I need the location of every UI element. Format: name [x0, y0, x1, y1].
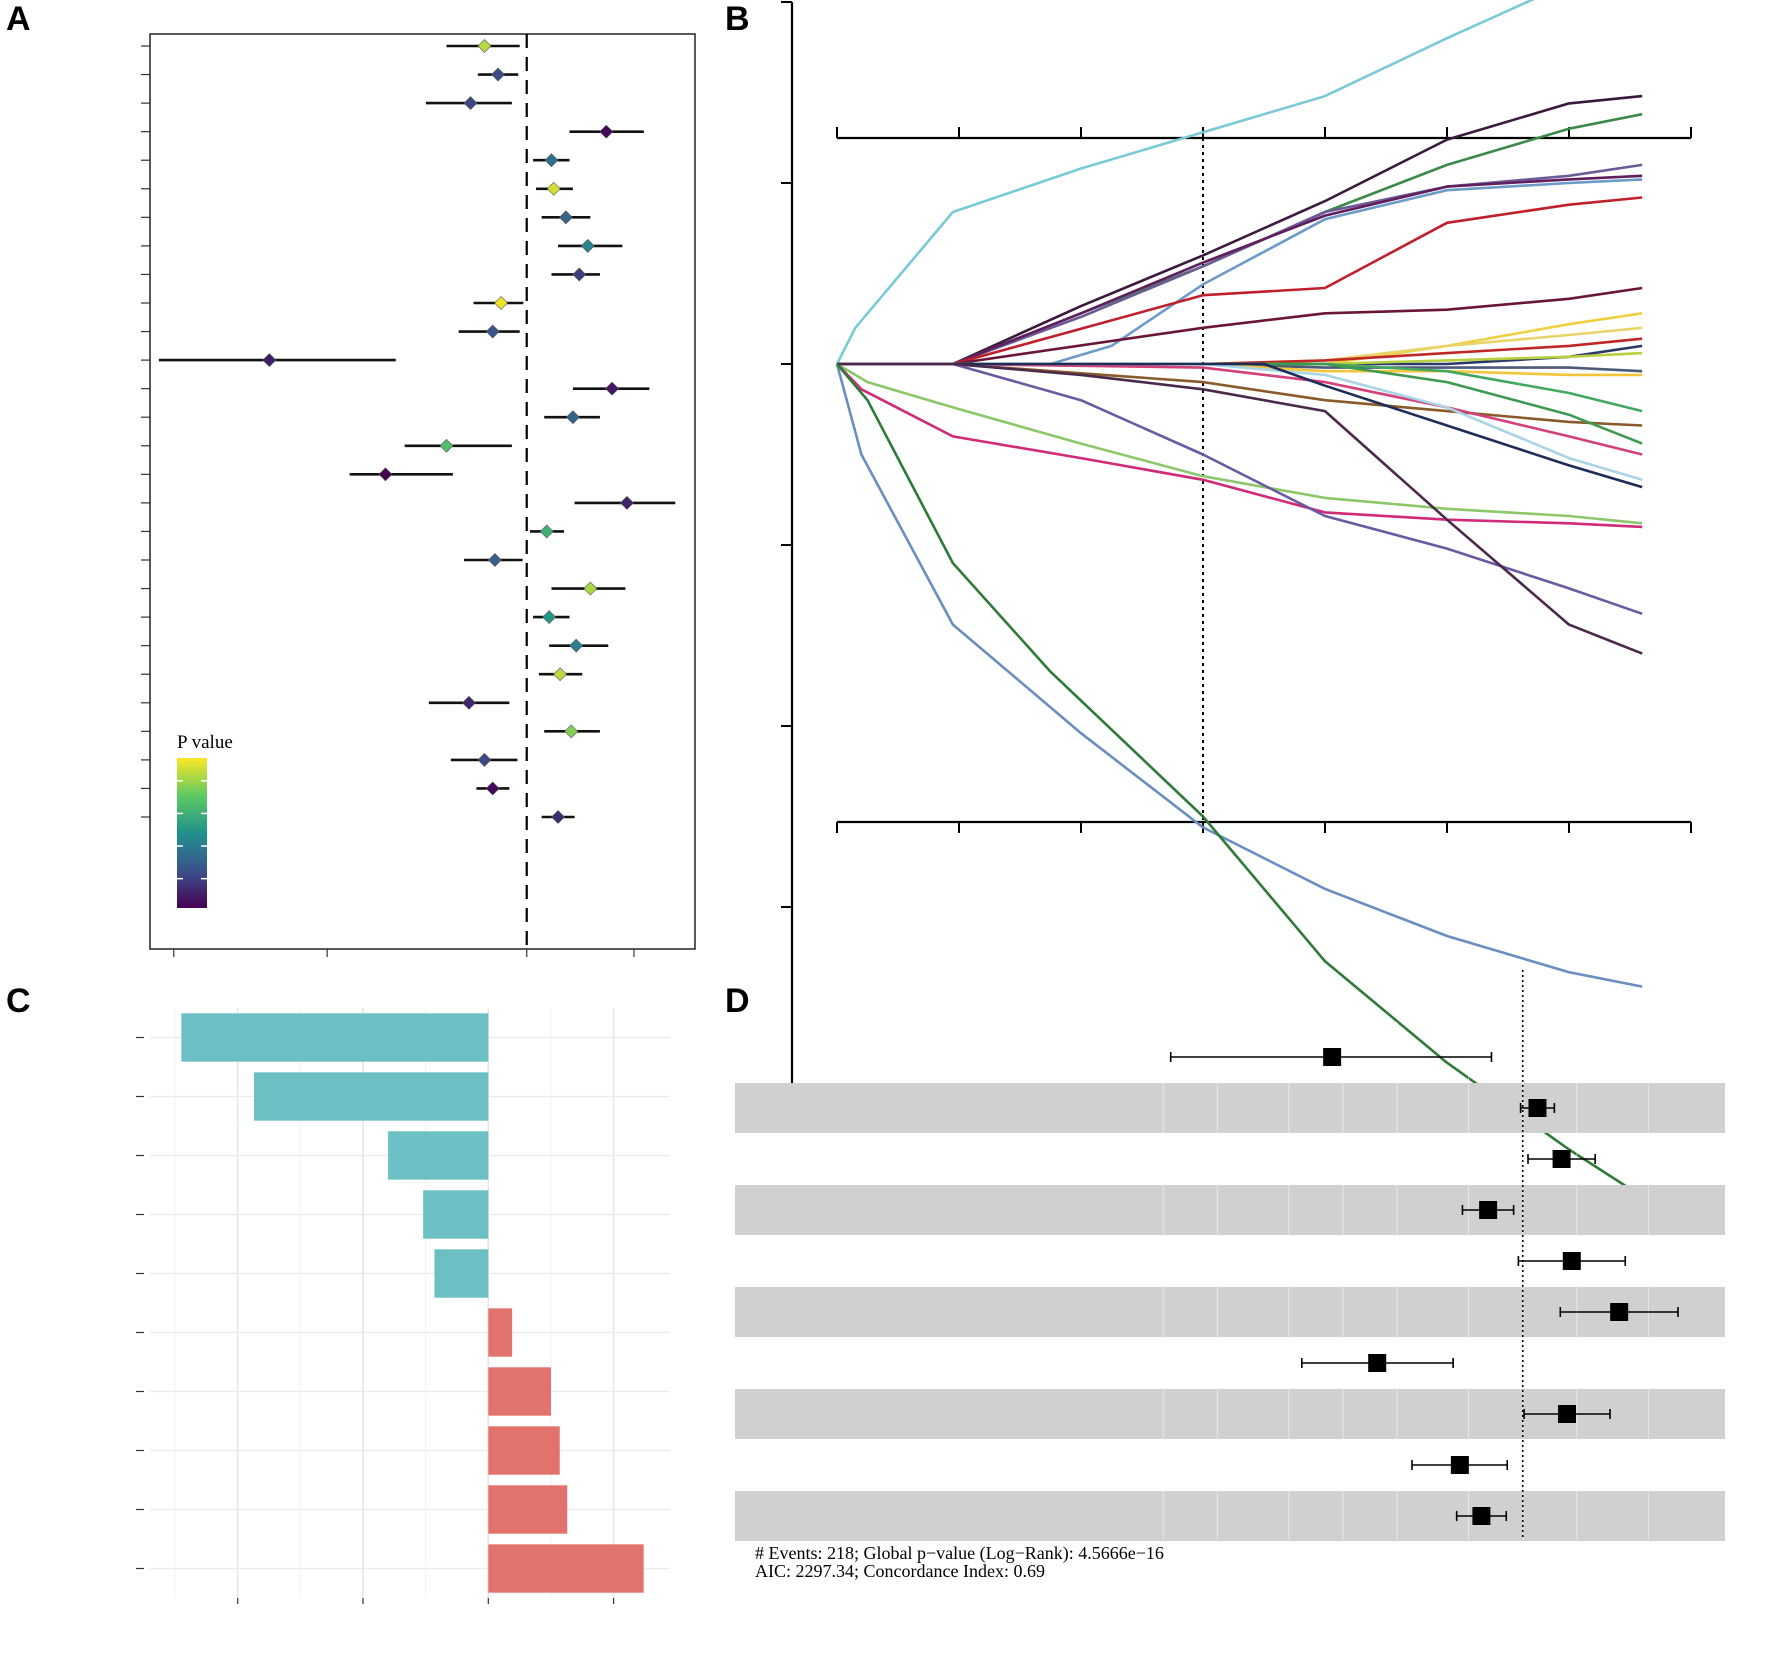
- panel-label-c: C: [6, 982, 31, 1020]
- row-band-celsr3: [735, 1491, 1725, 1541]
- hr-point-ikbkb: [487, 553, 502, 567]
- row-band-pax8: [735, 1185, 1725, 1235]
- panel-a-plot-area: [141, 34, 676, 957]
- hr-point-inhba: [539, 524, 554, 539]
- bar-pfkp: [488, 1485, 568, 1534]
- bar-odf4: [181, 1013, 489, 1062]
- pvalue-legend-title: P value: [177, 732, 233, 753]
- hr-point-hmga2: [542, 610, 557, 625]
- panel-d-cox-forest: # Events: 218; Global p−value (Log−Rank)…: [735, 970, 1725, 1581]
- hr-box-ssb: [1610, 1303, 1629, 1321]
- hr-box-pfkp: [1562, 1252, 1581, 1270]
- bar-nat10: [488, 1426, 560, 1475]
- hr-point-fxr1: [569, 638, 584, 653]
- hr-point-ssb: [599, 124, 614, 139]
- path-rras2: [837, 362, 1643, 482]
- hr-point-celsr3: [485, 781, 500, 796]
- hr-point-ccnd1: [551, 810, 565, 824]
- hr-box-pcdh9: [1552, 1150, 1571, 1168]
- footer-aic: AIC: 2297.34; Concordance Index: 0.69: [755, 1561, 1045, 1581]
- hr-box-odf4: [1323, 1048, 1342, 1066]
- hr-point-pfkp: [580, 238, 595, 253]
- hr-point-pask: [485, 324, 500, 339]
- panel-c-coefficient-bars: [136, 1008, 670, 1604]
- hr-box-celsr3: [1472, 1507, 1491, 1525]
- bar-ssb: [488, 1544, 644, 1593]
- hr-point-pax8: [494, 296, 508, 310]
- bar-map2k7: [254, 1072, 489, 1121]
- panel-a-forest-plot: P value: [141, 33, 696, 957]
- bar-pax8: [434, 1249, 489, 1298]
- panel-label-b: B: [725, 0, 750, 38]
- hr-box-shank2: [1528, 1099, 1547, 1117]
- hr-point-tp73: [491, 67, 505, 82]
- hr-point-dclre1c: [477, 752, 492, 767]
- hr-point-kars: [620, 495, 634, 510]
- panel-b-lasso-paths: [781, 0, 1692, 1198]
- hr-point-odf4: [262, 353, 277, 368]
- hr-box-nat10: [1557, 1405, 1576, 1423]
- hr-point-stk11: [463, 96, 478, 111]
- pvalue-legend: P value: [177, 732, 233, 908]
- bar-dclre1c: [388, 1131, 489, 1180]
- path-celsr3: [836, 363, 1643, 529]
- hr-point-map2k7: [378, 467, 393, 482]
- path-dnah14: [837, 362, 1643, 445]
- bar-pcdh9: [488, 1367, 551, 1416]
- hr-point-dnah14: [564, 724, 579, 739]
- path-kars: [837, 196, 1643, 366]
- bar-celsr3: [423, 1190, 489, 1239]
- panel-label-d: D: [725, 982, 750, 1020]
- path-pcdh9: [837, 178, 1643, 366]
- hr-box-pax8: [1479, 1201, 1498, 1219]
- hr-box-dclre1c: [1450, 1456, 1469, 1474]
- panel-label-a: A: [6, 0, 31, 38]
- hr-point-hsp90aa1: [583, 581, 598, 596]
- hr-point-rras2: [558, 210, 573, 225]
- hr-point-nat10: [565, 410, 580, 425]
- path-dclre1c: [837, 362, 1643, 616]
- hr-point-dot1l: [462, 695, 476, 710]
- hr-point-znf471: [477, 39, 492, 53]
- row-band-shank2: [735, 1083, 1725, 1133]
- panel-a-frame: [149, 33, 696, 950]
- path-shank2: [837, 286, 1643, 366]
- pvalue-colorbar: [177, 758, 207, 908]
- hr-box-map2k7: [1368, 1354, 1387, 1372]
- path-hsp90aa1: [837, 362, 1643, 655]
- hr-point-mllt1: [439, 438, 454, 453]
- footer-events: # Events: 218; Global p−value (Log−Rank)…: [755, 1543, 1164, 1564]
- hr-point-npm1: [605, 381, 619, 396]
- hr-point-ext2: [553, 667, 568, 682]
- bar-shank2: [488, 1308, 513, 1357]
- path-dot1l: [837, 362, 1643, 489]
- hr-point-shank2: [544, 153, 559, 168]
- hr-point-pcdh9: [572, 267, 587, 282]
- path-fxr1: [837, 174, 1643, 366]
- path-map2k7: [835, 363, 1643, 988]
- path-pax8: [836, 362, 1643, 525]
- path-ssb: [835, 0, 1535, 365]
- hr-point-sema3c: [546, 181, 561, 196]
